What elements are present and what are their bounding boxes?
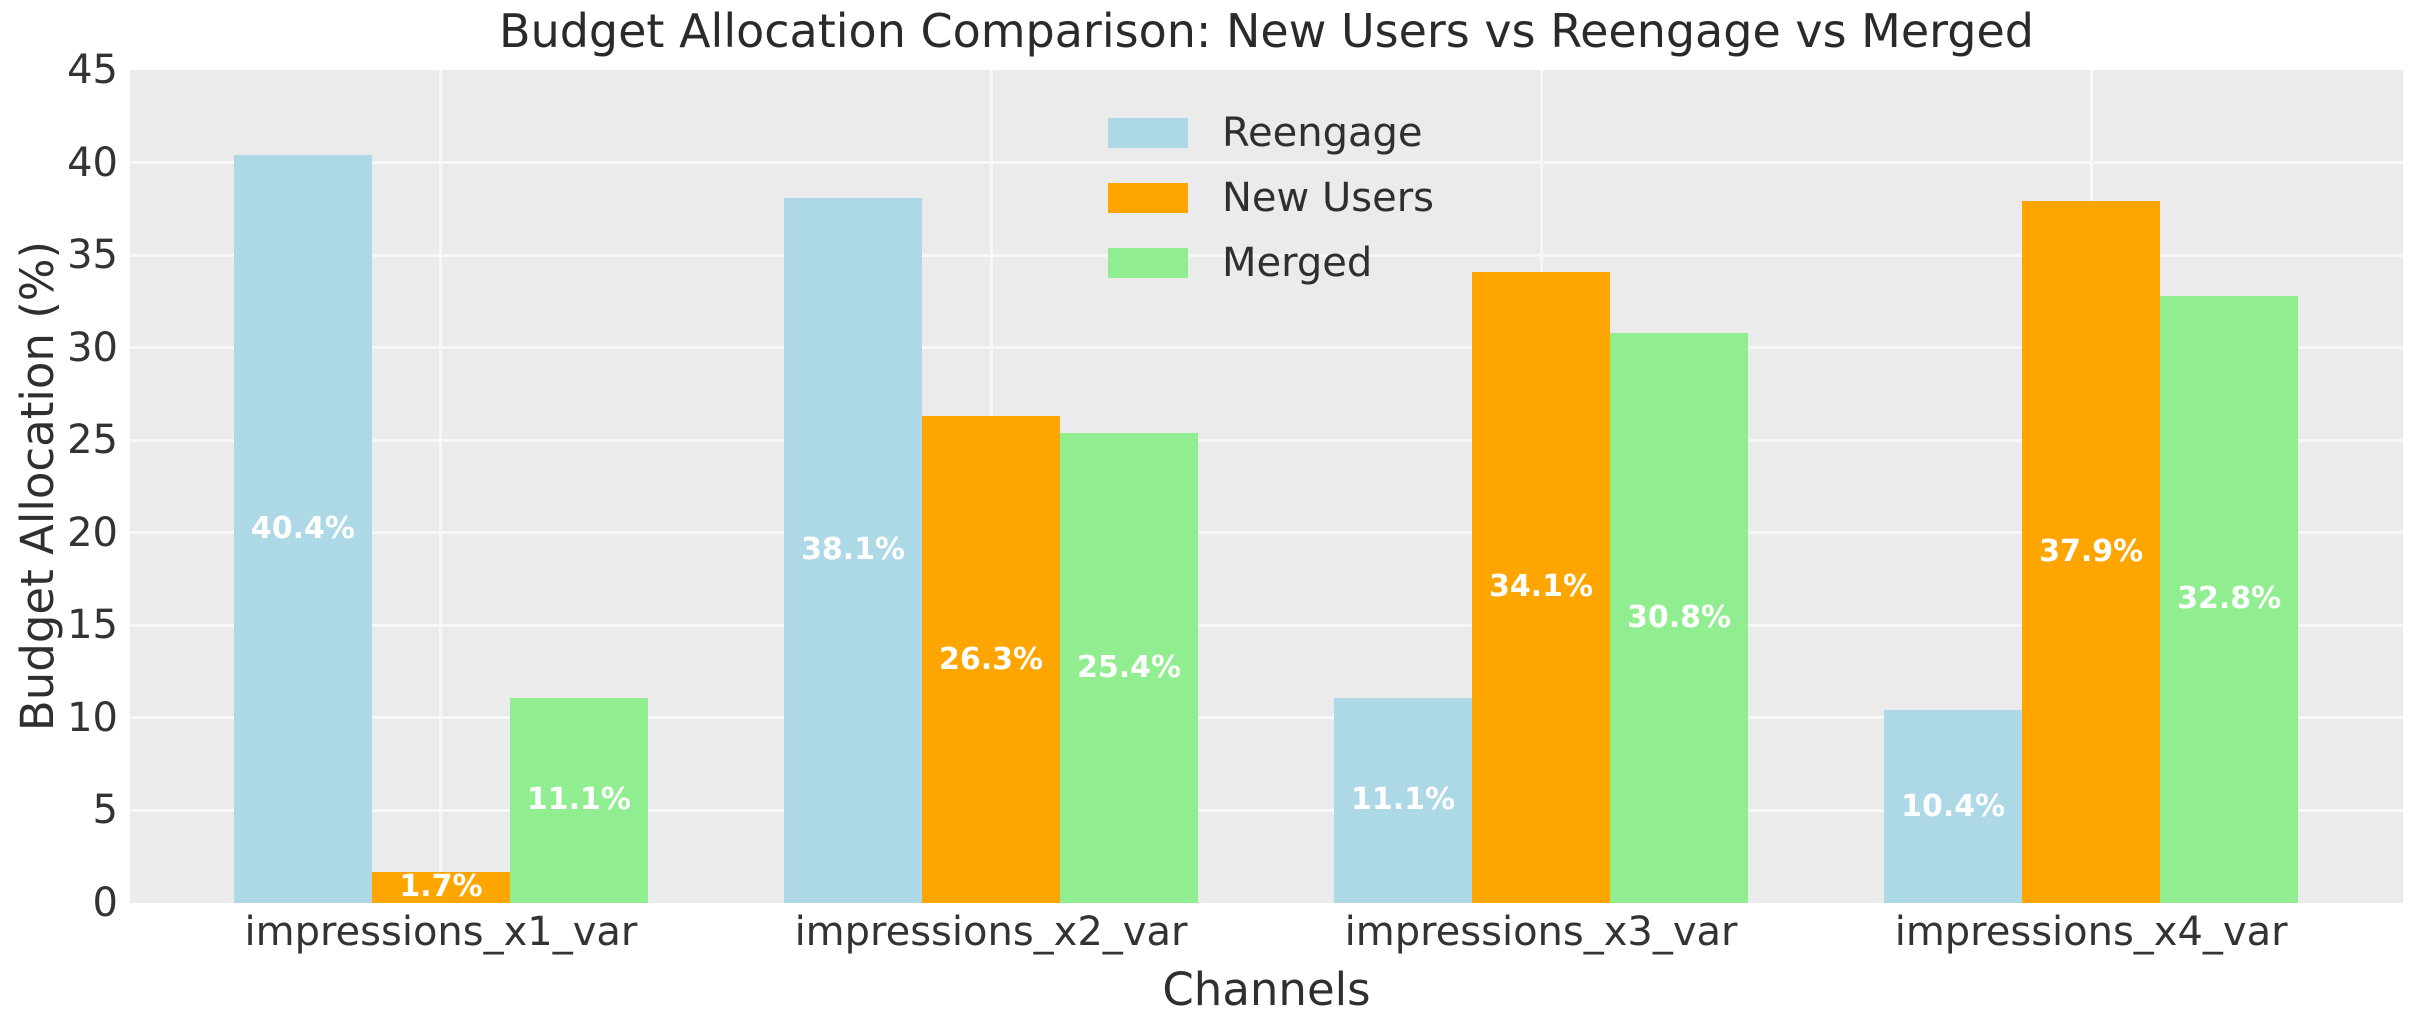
y-tick-label: 30 — [67, 324, 118, 371]
legend-swatch-icon — [1108, 117, 1188, 148]
x-tick-label: impressions_x1_var — [244, 909, 638, 955]
bar-reengage-impressions_x3_var — [1334, 697, 1473, 903]
legend-label: Reengage — [1222, 109, 1423, 156]
x-tick-label: impressions_x4_var — [1894, 909, 2288, 955]
gridline-h-10 — [130, 716, 2403, 720]
legend-row-reengage: Reengage — [1108, 100, 1434, 165]
gridline-h-40 — [130, 161, 2403, 165]
bar-reengage-impressions_x4_var — [1884, 710, 2023, 903]
x-axis-label: Channels — [1162, 963, 1371, 1016]
x-axis-ticks: impressions_x1_var impressions_x2_var impr… — [130, 908, 2403, 963]
bar-reengage-impressions_x1_var — [233, 155, 372, 903]
gridline-h-20 — [130, 531, 2403, 535]
bar-new-users-impressions_x4_var — [2022, 201, 2161, 903]
gridline-h-5 — [130, 808, 2403, 812]
x-tick-label: impressions_x2_var — [794, 909, 1188, 955]
x-tick-label: impressions_x3_var — [1344, 909, 1738, 955]
gridline-h-35 — [130, 253, 2403, 257]
y-tick-label: 40 — [67, 139, 118, 186]
y-tick-label: 5 — [92, 787, 118, 834]
bar-new-users-impressions_x2_var — [922, 416, 1060, 903]
bar-merged-impressions_x4_var — [2160, 295, 2299, 903]
bar-merged-impressions_x2_var — [1060, 432, 1198, 903]
legend-row-merged: Merged — [1108, 230, 1434, 295]
plot-area: 40.4% 38.1% 11.1% 10.4% 1.7% 26.3% 34.1% 37.9% 1… — [130, 70, 2403, 904]
chart-title: Budget Allocation Comparison: New Users … — [499, 4, 2034, 58]
gridline-h-25 — [130, 438, 2403, 442]
y-axis-ticks: 0 5 10 15 20 25 30 35 40 45 — [0, 47, 118, 926]
bar-merged-impressions_x3_var — [1610, 332, 1749, 903]
gridline-h-30 — [130, 346, 2403, 350]
legend-swatch-icon — [1108, 247, 1188, 278]
legend-swatch-icon — [1108, 182, 1188, 213]
bar-merged-impressions_x1_var — [509, 697, 648, 903]
legend-row-new-users: New Users — [1108, 165, 1434, 230]
gridline-v-impressions_x1_var — [439, 70, 443, 903]
legend: Reengage New Users Merged — [1108, 100, 1434, 295]
y-tick-label: 15 — [67, 602, 118, 649]
y-tick-label: 0 — [92, 880, 118, 926]
y-tick-label: 10 — [67, 694, 118, 741]
y-tick-label: 25 — [67, 417, 118, 464]
y-tick-label: 35 — [67, 232, 118, 279]
bar-new-users-impressions_x3_var — [1472, 271, 1611, 903]
y-tick-label: 45 — [67, 47, 118, 93]
bar-reengage-impressions_x2_var — [784, 197, 922, 903]
legend-label: New Users — [1222, 174, 1434, 221]
legend-label: Merged — [1222, 239, 1373, 286]
bar-new-users-impressions_x1_var — [371, 871, 510, 903]
gridline-h-15 — [130, 623, 2403, 627]
y-tick-label: 20 — [67, 509, 118, 556]
